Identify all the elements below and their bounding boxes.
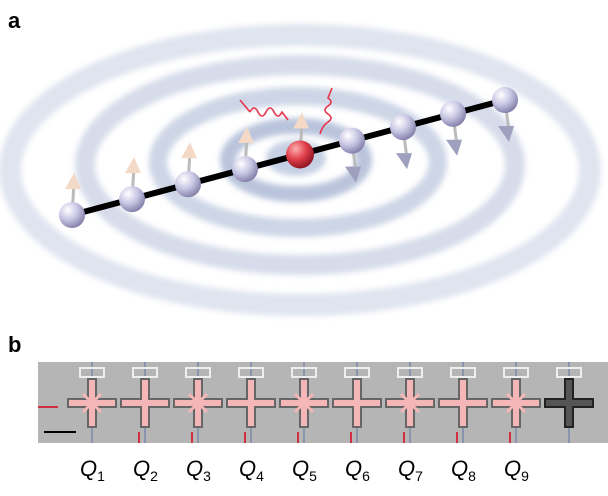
- figure: a b Q1Q2Q3Q4Q5Q6Q7Q8Q9: [0, 0, 608, 496]
- spin: [390, 114, 416, 140]
- panel-label: a: [8, 8, 21, 33]
- qubit-symbol: Q: [292, 456, 309, 481]
- qubit-symbol: Q: [133, 456, 150, 481]
- spin: [440, 101, 466, 127]
- qubit-label: Q2: [133, 456, 158, 484]
- spin-cone: [125, 157, 141, 173]
- qubit-index: 7: [415, 468, 423, 484]
- spin-cone: [446, 140, 462, 156]
- spin: [286, 140, 314, 168]
- spin-cone: [181, 142, 197, 158]
- qubit-symbol: Q: [451, 456, 468, 481]
- qubit-label: Q5: [292, 456, 317, 484]
- qubit-index: 4: [256, 468, 264, 484]
- spin: [492, 87, 518, 113]
- qubit-index: 3: [203, 468, 211, 484]
- qubit-symbol: Q: [345, 456, 362, 481]
- qubit-symbol: Q: [80, 456, 97, 481]
- qubit-symbol: Q: [504, 456, 521, 481]
- spin: [339, 128, 365, 154]
- spin: [119, 186, 145, 212]
- spin: [59, 202, 85, 228]
- qubit-label: Q3: [186, 456, 211, 484]
- qubit-index: 9: [521, 468, 529, 484]
- qubit-label: Q8: [451, 456, 476, 484]
- qubit-symbol: Q: [398, 456, 415, 481]
- qubit-symbol: Q: [239, 456, 256, 481]
- ripples: [10, 35, 590, 305]
- qubit-index: 1: [97, 468, 105, 484]
- qubit-index: 2: [150, 468, 158, 484]
- qubit-index: 8: [468, 468, 476, 484]
- qubit-index: 6: [362, 468, 370, 484]
- spin: [232, 156, 258, 182]
- panel-label: b: [8, 332, 21, 357]
- qubit-label: Q7: [398, 456, 423, 484]
- qubit-label: Q6: [345, 456, 370, 484]
- qubit-symbol: Q: [186, 456, 203, 481]
- qubit-label: Q9: [504, 456, 529, 484]
- qubit-label: Q1: [80, 456, 105, 484]
- spin: [175, 171, 201, 197]
- qubit-label: Q4: [239, 456, 264, 484]
- spin-cone: [396, 153, 412, 169]
- page: a b Q1Q2Q3Q4Q5Q6Q7Q8Q9 (() => { const da…: [0, 0, 608, 496]
- qubit-index: 5: [309, 468, 317, 484]
